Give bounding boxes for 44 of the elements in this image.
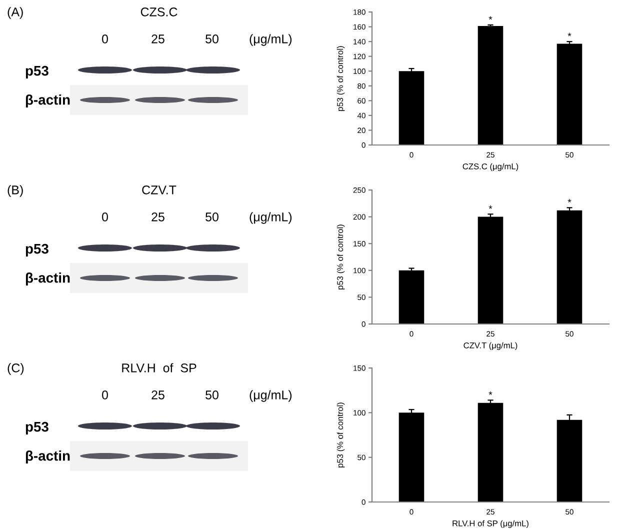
text: 50 — [206, 212, 218, 222]
y-axis-title: p53 (% of control) — [336, 46, 345, 111]
y-axis-title: p53 (% of control) — [336, 224, 345, 290]
annotation: * — [568, 32, 572, 36]
x-axis-title: CZV.T (μg/mL) — [464, 342, 518, 350]
annotation: * — [488, 16, 492, 20]
text: 25 — [152, 212, 164, 222]
text: p53 — [26, 422, 48, 434]
bar — [556, 420, 582, 502]
annotation: * — [488, 205, 492, 209]
bar — [556, 44, 582, 145]
bar — [478, 216, 504, 324]
text: CZV.T — [142, 186, 176, 194]
text: 50 — [206, 34, 218, 44]
text: (μg/mL) — [250, 390, 292, 402]
text: p53 — [26, 66, 48, 78]
text: β-actin — [26, 450, 70, 464]
annotation: * — [568, 198, 572, 202]
text: p53 — [26, 244, 48, 256]
text: 0 — [102, 390, 108, 400]
text: CZS.C — [140, 8, 178, 16]
text: 0 — [102, 34, 108, 44]
text: 0 — [102, 212, 108, 222]
text: 50 — [206, 390, 218, 400]
text: β-actin — [26, 272, 70, 286]
text: RLV.H of SP — [122, 363, 196, 372]
bar — [398, 71, 424, 145]
annotation: * — [488, 391, 492, 395]
bar — [478, 402, 504, 502]
text: (A) — [8, 7, 23, 19]
bar — [398, 270, 424, 324]
bar — [478, 26, 504, 145]
text: (μg/mL) — [250, 212, 292, 224]
bar — [556, 210, 582, 324]
text: 25 — [152, 390, 164, 400]
y-axis-title: p53 (% of control) — [336, 402, 345, 468]
text: (C) — [8, 363, 24, 375]
text: β-actin — [26, 94, 70, 108]
x-axis-title: CZS.C (μg/mL) — [462, 163, 518, 171]
text: 25 — [152, 34, 164, 44]
text: (B) — [8, 185, 23, 197]
text: (μg/mL) — [250, 34, 292, 46]
bar — [398, 412, 424, 502]
x-axis-title: RLV.H of SP (μg/mL) — [452, 520, 528, 528]
